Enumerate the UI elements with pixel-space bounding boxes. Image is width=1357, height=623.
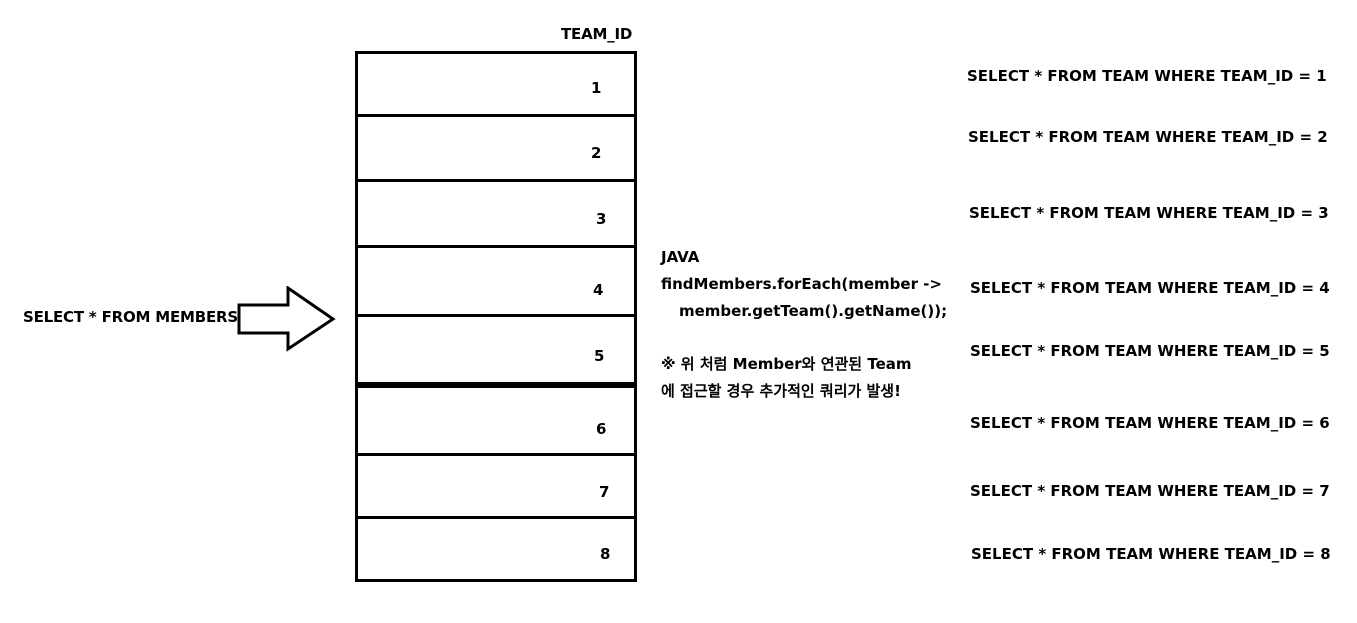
n-plus-one-note: ※ 위 처럼 Member와 연관된 Team 에 접근할 경우 추가적인 쿼리… bbox=[661, 351, 912, 405]
table-row: 5 bbox=[355, 314, 637, 385]
team-id-table: 1 2 3 4 5 6 7 8 bbox=[355, 51, 637, 582]
table-row: 6 bbox=[355, 385, 637, 456]
table-row: 7 bbox=[355, 453, 637, 519]
team-id-cell: 1 bbox=[591, 79, 602, 97]
java-code-block: JAVA findMembers.forEach(member -> membe… bbox=[661, 244, 947, 325]
team-query-3: SELECT * FROM TEAM WHERE TEAM_ID = 3 bbox=[969, 204, 1329, 222]
table-row: 4 bbox=[355, 245, 637, 317]
team-query-5: SELECT * FROM TEAM WHERE TEAM_ID = 5 bbox=[970, 342, 1330, 360]
team-id-cell: 8 bbox=[600, 545, 611, 563]
team-id-column-header: TEAM_ID bbox=[561, 25, 633, 43]
code-line-2: member.getTeam().getName()); bbox=[679, 302, 948, 320]
team-query-2: SELECT * FROM TEAM WHERE TEAM_ID = 2 bbox=[968, 128, 1328, 146]
table-row: 1 bbox=[355, 51, 637, 117]
team-id-cell: 2 bbox=[591, 144, 602, 162]
table-row: 3 bbox=[355, 179, 637, 248]
team-id-cell: 6 bbox=[596, 420, 607, 438]
table-row: 2 bbox=[355, 114, 637, 182]
team-query-8: SELECT * FROM TEAM WHERE TEAM_ID = 8 bbox=[971, 545, 1331, 563]
table-row: 8 bbox=[355, 516, 637, 582]
team-query-4: SELECT * FROM TEAM WHERE TEAM_ID = 4 bbox=[970, 279, 1330, 297]
team-id-cell: 7 bbox=[599, 483, 610, 501]
members-query-label: SELECT * FROM MEMBERS bbox=[23, 308, 239, 326]
note-line-1: ※ 위 처럼 Member와 연관된 Team bbox=[661, 355, 912, 373]
note-line-2: 에 접근할 경우 추가적인 쿼리가 발생! bbox=[661, 382, 901, 400]
team-query-7: SELECT * FROM TEAM WHERE TEAM_ID = 7 bbox=[970, 482, 1330, 500]
team-query-6: SELECT * FROM TEAM WHERE TEAM_ID = 6 bbox=[970, 414, 1330, 432]
team-id-cell: 4 bbox=[593, 281, 604, 299]
code-line-1: findMembers.forEach(member -> bbox=[661, 275, 942, 293]
code-language-label: JAVA bbox=[661, 248, 700, 266]
team-query-1: SELECT * FROM TEAM WHERE TEAM_ID = 1 bbox=[967, 67, 1327, 85]
team-id-cell: 3 bbox=[596, 210, 607, 228]
right-arrow-icon bbox=[237, 286, 336, 352]
team-id-cell: 5 bbox=[594, 347, 605, 365]
